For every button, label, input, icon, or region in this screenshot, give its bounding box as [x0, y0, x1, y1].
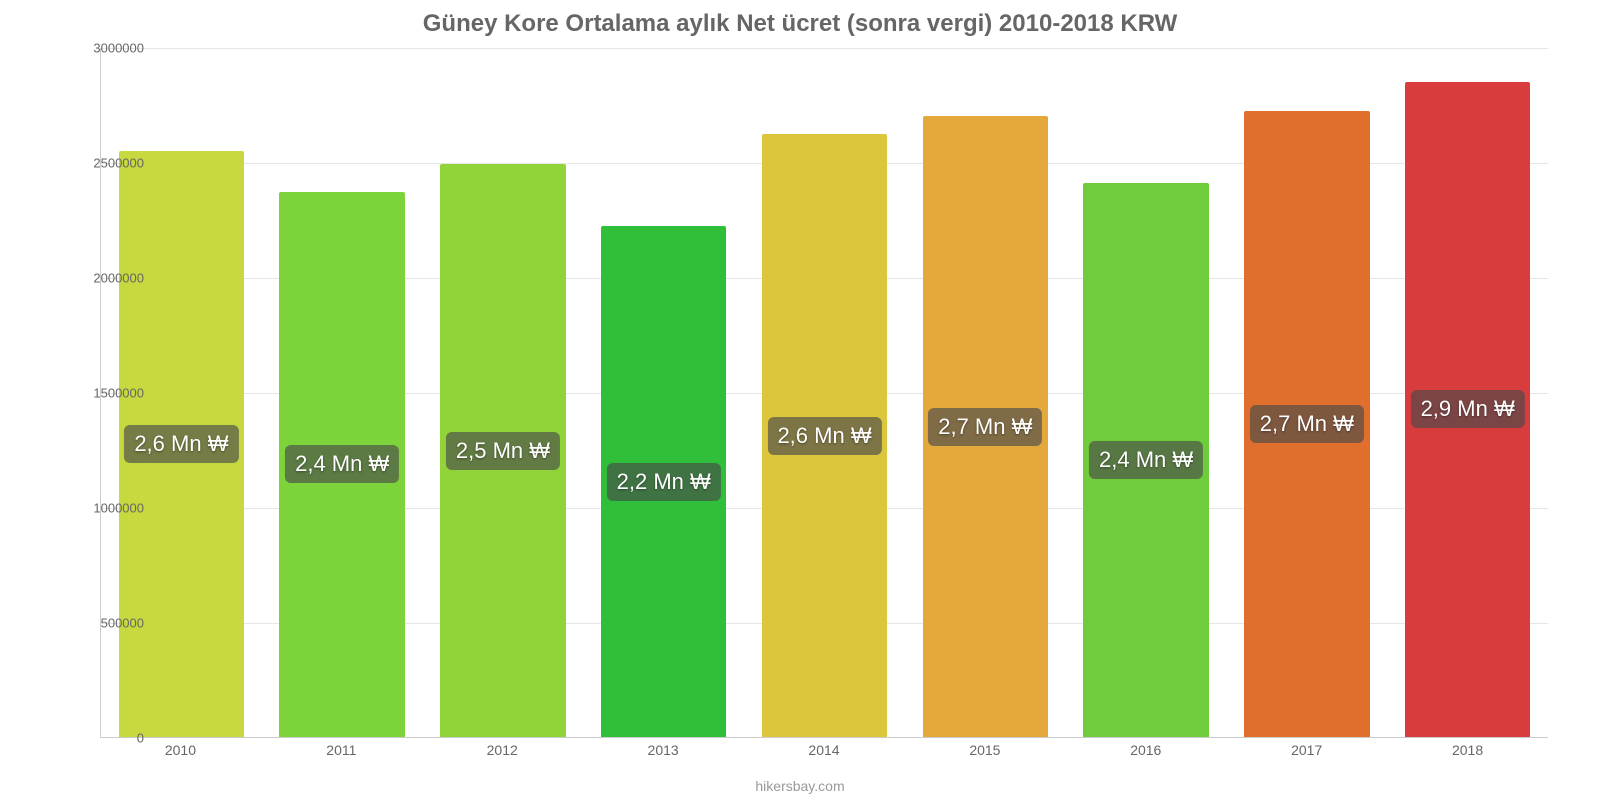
- bar-slot: 2,9 Mn ₩: [1387, 48, 1548, 737]
- bar-slot: 2,4 Mn ₩: [262, 48, 423, 737]
- x-tick-label: 2018: [1387, 742, 1548, 758]
- x-tick-label: 2013: [583, 742, 744, 758]
- chart-container: Güney Kore Ortalama aylık Net ücret (son…: [0, 0, 1600, 800]
- bar-value-label: 2,4 Mn ₩: [285, 445, 399, 483]
- bar: 2,7 Mn ₩: [1244, 111, 1369, 737]
- bar: 2,7 Mn ₩: [923, 116, 1048, 737]
- bar-value-label: 2,7 Mn ₩: [1250, 405, 1364, 443]
- bar-value-label: 2,6 Mn ₩: [124, 425, 238, 463]
- y-tick-label: 3000000: [93, 41, 144, 56]
- bar-slot: 2,5 Mn ₩: [423, 48, 584, 737]
- x-tick-label: 2016: [1065, 742, 1226, 758]
- bar-value-label: 2,4 Mn ₩: [1089, 441, 1203, 479]
- x-tick-label: 2010: [100, 742, 261, 758]
- bar-slot: 2,7 Mn ₩: [905, 48, 1066, 737]
- x-tick-label: 2017: [1226, 742, 1387, 758]
- plot-area: 2,6 Mn ₩ 2,4 Mn ₩ 2,5 Mn ₩ 2,2 Mn ₩ 2,6 Mn ₩…: [100, 48, 1548, 738]
- bars-group: 2,6 Mn ₩ 2,4 Mn ₩ 2,5 Mn ₩ 2,2 Mn ₩ 2,6 Mn ₩…: [101, 48, 1548, 737]
- bar: 2,2 Mn ₩: [601, 226, 726, 737]
- bar: 2,4 Mn ₩: [1083, 183, 1208, 737]
- bar-value-label: 2,2 Mn ₩: [607, 463, 721, 501]
- bar: 2,9 Mn ₩: [1405, 82, 1530, 738]
- bar-value-label: 2,5 Mn ₩: [446, 432, 560, 470]
- bar: 2,5 Mn ₩: [440, 164, 565, 737]
- chart-credit: hikersbay.com: [0, 778, 1600, 794]
- bar-slot: 2,7 Mn ₩: [1226, 48, 1387, 737]
- bar: 2,6 Mn ₩: [762, 134, 887, 737]
- bar-value-label: 2,6 Mn ₩: [767, 417, 881, 455]
- chart-title: Güney Kore Ortalama aylık Net ücret (son…: [0, 10, 1600, 38]
- bar-slot: 2,4 Mn ₩: [1066, 48, 1227, 737]
- x-axis-labels: 201020112012201320142015201620172018: [100, 742, 1548, 758]
- y-tick-label: 500000: [101, 616, 144, 631]
- y-tick-label: 1500000: [93, 386, 144, 401]
- y-tick-label: 2500000: [93, 156, 144, 171]
- x-tick-label: 2011: [261, 742, 422, 758]
- bar-value-label: 2,9 Mn ₩: [1411, 390, 1525, 428]
- bar: 2,4 Mn ₩: [279, 192, 404, 737]
- bar-slot: 2,6 Mn ₩: [744, 48, 905, 737]
- y-tick-label: 1000000: [93, 501, 144, 516]
- bar-slot: 2,2 Mn ₩: [583, 48, 744, 737]
- bar: 2,6 Mn ₩: [119, 151, 244, 738]
- x-tick-label: 2015: [904, 742, 1065, 758]
- x-tick-label: 2012: [422, 742, 583, 758]
- y-tick-label: 2000000: [93, 271, 144, 286]
- x-tick-label: 2014: [744, 742, 905, 758]
- bar-value-label: 2,7 Mn ₩: [928, 408, 1042, 446]
